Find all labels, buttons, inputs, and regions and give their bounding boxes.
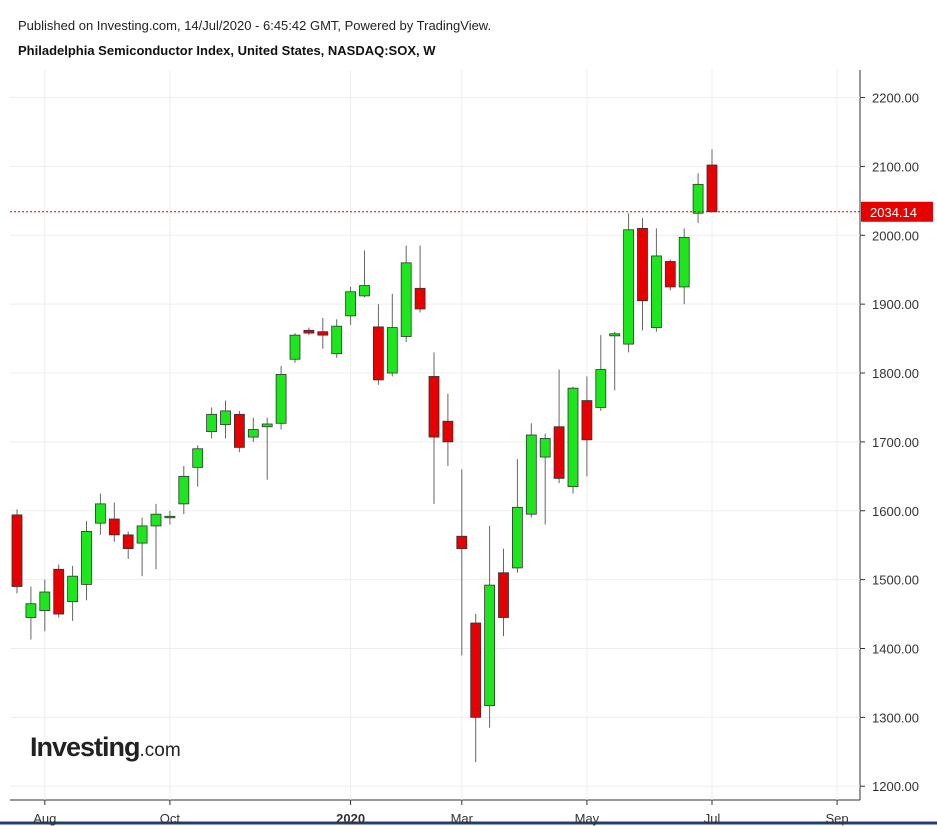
x-tick-label: Aug: [33, 811, 56, 826]
y-tick-label: 1200.00: [872, 779, 919, 794]
y-tick-label: 1700.00: [872, 435, 919, 450]
candle-body: [122, 534, 134, 550]
candle-body: [178, 475, 190, 505]
candle-body: [692, 183, 704, 214]
x-tick-label: Jul: [704, 811, 721, 826]
x-tick-label: Mar: [451, 811, 474, 826]
candle-body: [233, 413, 245, 448]
candle-body: [581, 400, 593, 441]
chart-title: Philadelphia Semiconductor Index, United…: [18, 43, 436, 58]
y-tick-label: 2100.00: [872, 159, 919, 174]
candle-body: [637, 227, 648, 302]
candle-body: [623, 229, 634, 345]
candle-body: [414, 287, 426, 310]
candle-body: [442, 420, 454, 443]
candle-body: [428, 376, 440, 438]
candle-body: [456, 535, 468, 550]
y-tick-label: 1300.00: [872, 710, 919, 725]
logo: Investing.com: [30, 732, 181, 762]
y-tick-label: 2200.00: [872, 91, 919, 106]
candle-body: [39, 591, 51, 612]
candle-body: [11, 514, 23, 587]
candle-body: [372, 326, 384, 381]
candle-body: [567, 387, 579, 488]
x-tick-label: Oct: [160, 811, 181, 826]
logo-suffix: .com: [140, 740, 181, 761]
candle-body: [81, 531, 92, 585]
candle-body: [609, 333, 621, 337]
candle-body: [400, 262, 412, 337]
last-price-box: [861, 201, 933, 222]
candle-body: [108, 518, 120, 536]
candle-body: [345, 291, 357, 317]
candle-body: [25, 603, 37, 618]
candle-body: [664, 261, 676, 288]
candle-body: [386, 327, 398, 374]
candle-body: [303, 329, 315, 334]
y-tick-label: 1600.00: [872, 504, 919, 519]
candle-body: [651, 255, 662, 328]
candle-body: [317, 331, 329, 336]
candle-body: [289, 334, 301, 360]
last-price-label: 2034.14: [870, 205, 917, 220]
candle-body: [484, 584, 496, 707]
candle-body: [525, 434, 537, 515]
candle-body: [67, 575, 78, 603]
candle-body: [553, 426, 565, 479]
y-tick-label: 2000.00: [872, 228, 919, 243]
candle-body: [206, 413, 218, 432]
candle-body: [359, 285, 370, 297]
logo-main: Investing: [30, 732, 140, 762]
candle-body: [595, 369, 607, 408]
x-tick-label: 2020: [336, 811, 365, 826]
y-tick-label: 1500.00: [872, 573, 919, 588]
x-tick-label: Sep: [826, 811, 849, 826]
candle-body: [539, 438, 551, 458]
x-tick-label: May: [575, 811, 600, 826]
candle-body: [261, 423, 273, 428]
y-tick-label: 1800.00: [872, 366, 919, 381]
candle-body: [512, 506, 523, 569]
candle-body: [470, 622, 482, 718]
candle-body: [498, 572, 509, 618]
published-note: Published on Investing.com, 14/Jul/2020 …: [18, 18, 491, 33]
candle-body: [678, 236, 690, 288]
candle-body: [247, 429, 259, 438]
candle-body: [706, 164, 718, 213]
candle-body: [136, 525, 148, 544]
candle-body: [331, 325, 343, 355]
y-tick-label: 1400.00: [872, 641, 919, 656]
y-tick-label: 1900.00: [872, 297, 919, 312]
candle-body: [53, 568, 65, 615]
candle-body: [220, 410, 231, 426]
candle-body: [192, 448, 204, 468]
candle-body: [275, 373, 287, 424]
candle-body: [164, 515, 176, 519]
candle-body: [150, 513, 162, 527]
candle-body: [95, 503, 106, 524]
